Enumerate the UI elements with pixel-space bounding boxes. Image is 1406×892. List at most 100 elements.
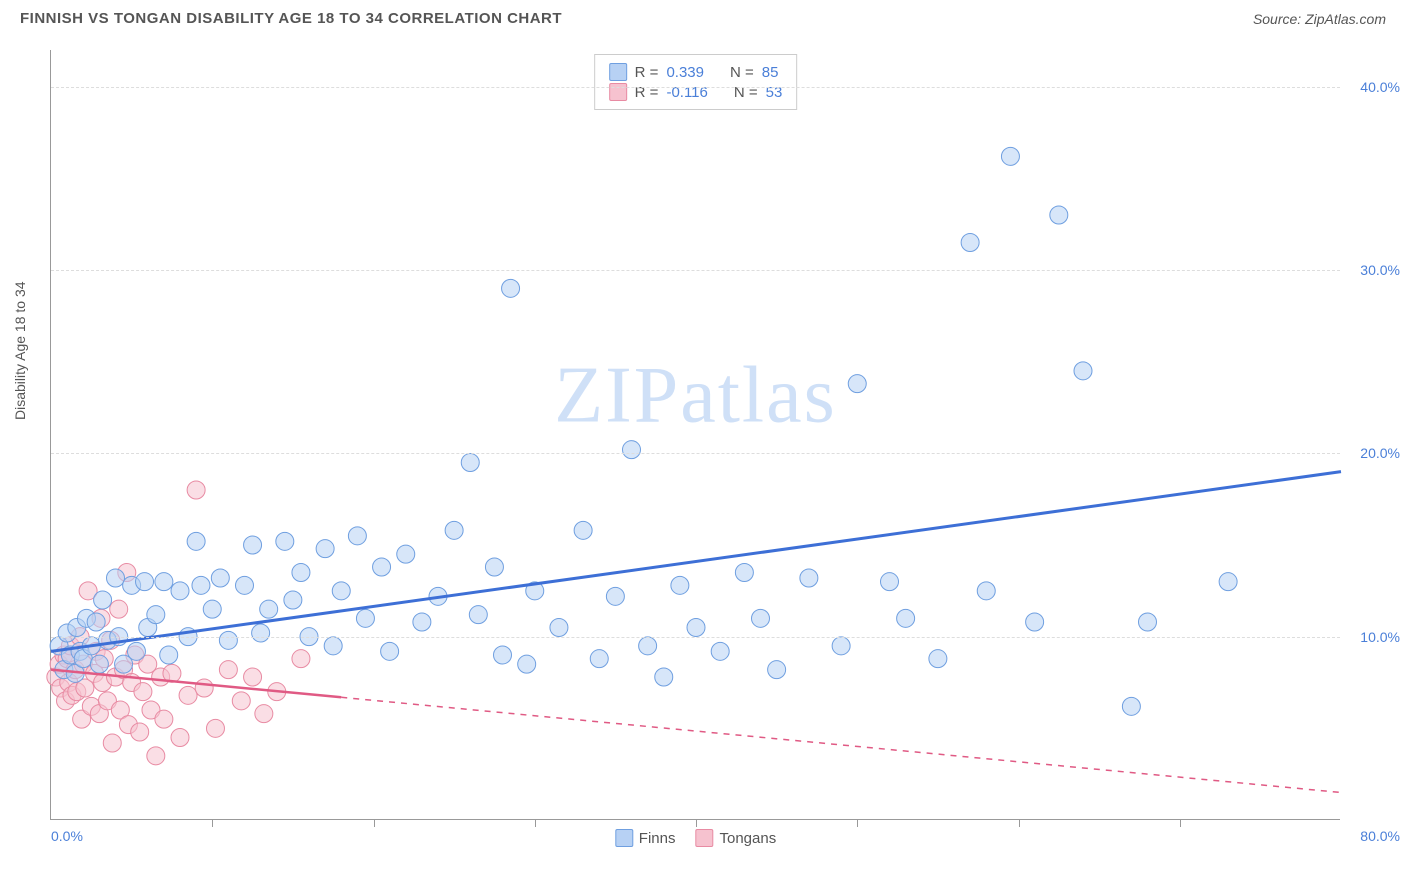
scatter-point	[90, 655, 108, 673]
scatter-point	[606, 587, 624, 605]
scatter-point	[160, 646, 178, 664]
scatter-point	[324, 637, 342, 655]
scatter-point	[219, 631, 237, 649]
chart-source: Source: ZipAtlas.com	[1253, 11, 1386, 27]
scatter-point	[232, 692, 250, 710]
legend-item-tongans: Tongans	[695, 829, 776, 847]
scatter-point	[356, 609, 374, 627]
scatter-point	[244, 668, 262, 686]
stats-n-value-0: 85	[762, 64, 779, 81]
scatter-point	[87, 613, 105, 631]
gridline	[51, 453, 1340, 454]
scatter-point	[550, 619, 568, 637]
scatter-point	[147, 606, 165, 624]
scatter-point	[1001, 147, 1019, 165]
scatter-point	[897, 609, 915, 627]
scatter-point	[171, 729, 189, 747]
scatter-point	[768, 661, 786, 679]
scatter-point	[332, 582, 350, 600]
scatter-point	[195, 679, 213, 697]
scatter-point	[373, 558, 391, 576]
scatter-point	[469, 606, 487, 624]
scatter-point	[192, 576, 210, 594]
gridline	[51, 637, 1340, 638]
scatter-point	[260, 600, 278, 618]
scatter-point	[292, 650, 310, 668]
scatter-point	[255, 705, 273, 723]
scatter-point	[977, 582, 995, 600]
x-axis-min-label: 0.0%	[51, 828, 83, 844]
gridline	[51, 270, 1340, 271]
scatter-point	[127, 642, 145, 660]
scatter-point	[187, 481, 205, 499]
x-tick	[696, 819, 697, 827]
legend: Finns Tongans	[615, 829, 776, 847]
scatter-point	[292, 564, 310, 582]
scatter-point	[219, 661, 237, 679]
x-tick	[1180, 819, 1181, 827]
scatter-point	[518, 655, 536, 673]
scatter-plot-svg	[51, 50, 1340, 819]
y-tick-label: 20.0%	[1345, 445, 1400, 461]
scatter-point	[800, 569, 818, 587]
scatter-point	[203, 600, 221, 618]
scatter-point	[179, 686, 197, 704]
stats-n-label-0: N =	[730, 64, 754, 81]
scatter-point	[171, 582, 189, 600]
scatter-point	[461, 454, 479, 472]
scatter-point	[103, 734, 121, 752]
trend-line	[341, 697, 1341, 792]
scatter-point	[131, 723, 149, 741]
stats-r-label-0: R =	[635, 64, 659, 81]
scatter-point	[107, 569, 125, 587]
stats-swatch-finns	[609, 63, 627, 81]
scatter-point	[848, 375, 866, 393]
x-tick	[374, 819, 375, 827]
scatter-point	[1219, 573, 1237, 591]
scatter-point	[134, 683, 152, 701]
x-tick	[1019, 819, 1020, 827]
stats-box: R = 0.339 N = 85 R = -0.116 N = 53	[594, 54, 798, 110]
scatter-point	[445, 521, 463, 539]
scatter-point	[284, 591, 302, 609]
scatter-point	[397, 545, 415, 563]
scatter-point	[110, 600, 128, 618]
x-tick	[857, 819, 858, 827]
scatter-point	[236, 576, 254, 594]
scatter-point	[252, 624, 270, 642]
scatter-point	[671, 576, 689, 594]
scatter-point	[244, 536, 262, 554]
scatter-point	[206, 719, 224, 737]
x-tick	[535, 819, 536, 827]
scatter-point	[752, 609, 770, 627]
scatter-point	[136, 573, 154, 591]
scatter-point	[832, 637, 850, 655]
y-tick-label: 40.0%	[1345, 79, 1400, 95]
scatter-point	[94, 591, 112, 609]
scatter-point	[574, 521, 592, 539]
scatter-point	[639, 637, 657, 655]
scatter-point	[1122, 697, 1140, 715]
scatter-point	[348, 527, 366, 545]
x-tick	[212, 819, 213, 827]
scatter-point	[735, 564, 753, 582]
stats-r-value-0: 0.339	[666, 64, 704, 81]
chart-area: ZIPatlas R = 0.339 N = 85 R = -0.116 N =…	[50, 50, 1340, 820]
stats-row-finns: R = 0.339 N = 85	[609, 63, 783, 81]
scatter-point	[485, 558, 503, 576]
y-tick-label: 30.0%	[1345, 262, 1400, 278]
scatter-point	[147, 747, 165, 765]
scatter-point	[155, 573, 173, 591]
legend-swatch-finns	[615, 829, 633, 847]
scatter-point	[711, 642, 729, 660]
scatter-point	[381, 642, 399, 660]
scatter-point	[155, 710, 173, 728]
y-tick-label: 10.0%	[1345, 629, 1400, 645]
legend-item-finns: Finns	[615, 829, 676, 847]
x-axis-max-label: 80.0%	[1360, 828, 1400, 844]
legend-label-finns: Finns	[639, 830, 676, 847]
scatter-point	[1026, 613, 1044, 631]
scatter-point	[1074, 362, 1092, 380]
y-axis-label: Disability Age 18 to 34	[12, 281, 28, 420]
scatter-point	[316, 540, 334, 558]
